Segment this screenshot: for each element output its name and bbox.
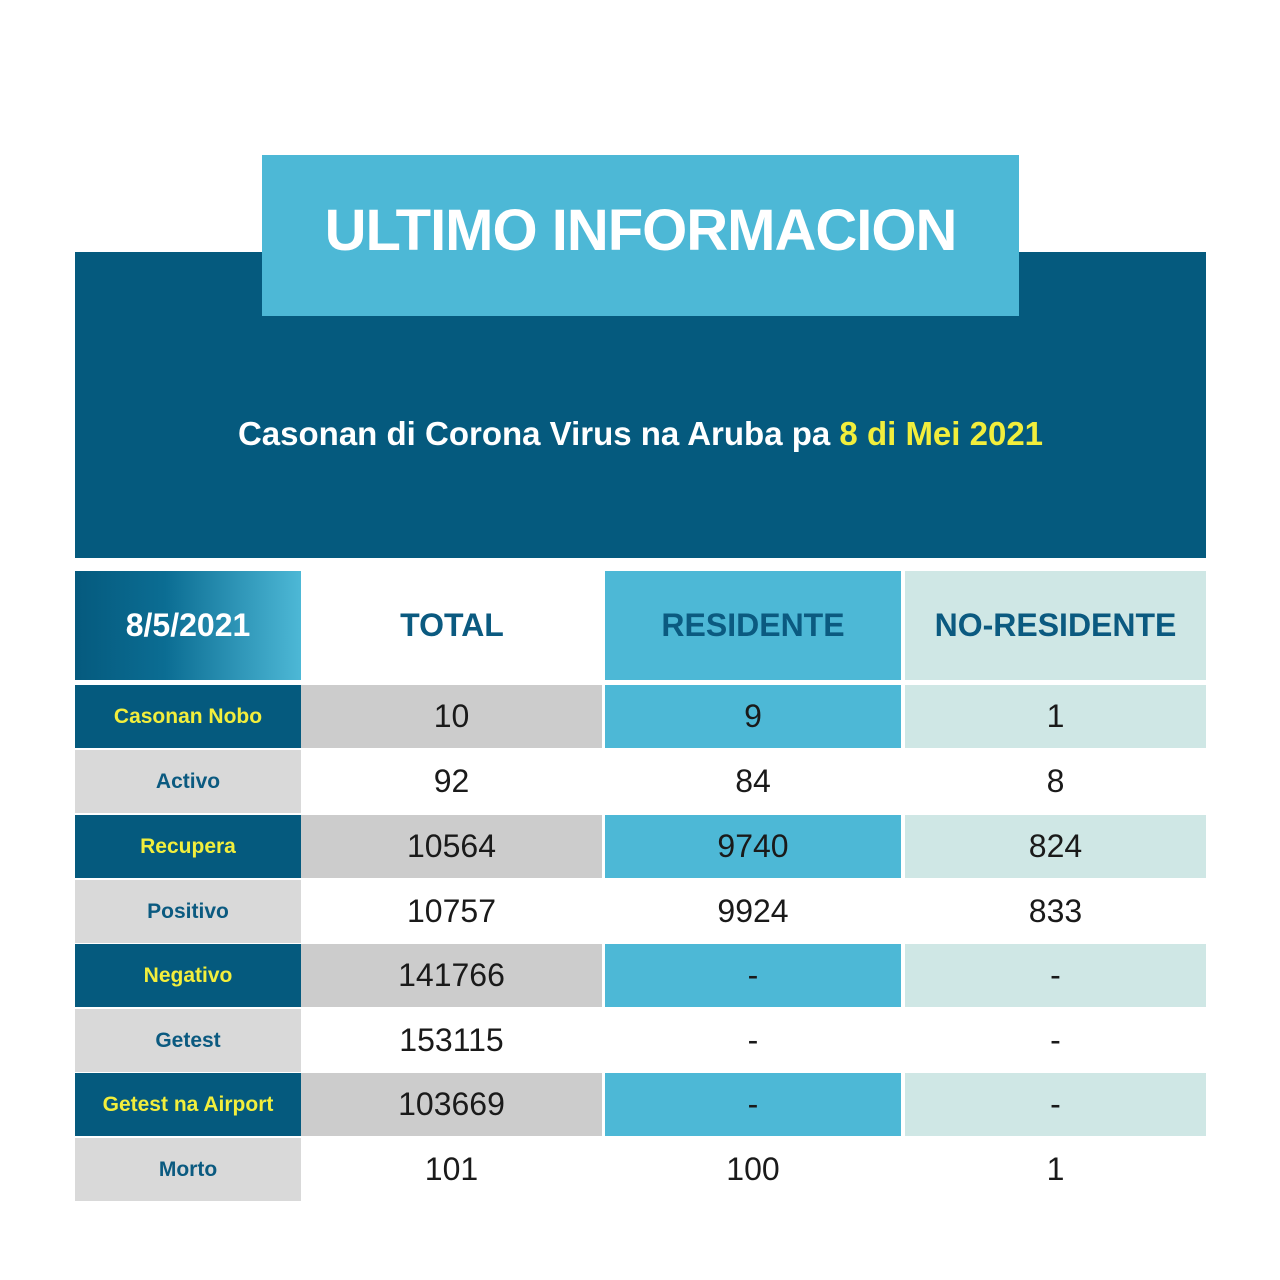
cell-no-residente: 824 — [905, 815, 1206, 878]
cell-residente: 100 — [726, 1151, 780, 1187]
cell-no-residente: 833 — [1028, 893, 1083, 929]
column-header-no-residente: NO-RESIDENTE — [905, 571, 1206, 680]
column-header-total: TOTAL — [301, 571, 603, 680]
column-header-residente: RESIDENTE — [605, 571, 901, 680]
title-box: ULTIMO INFORMACION — [262, 155, 1019, 316]
cell-total: 103669 — [301, 1073, 602, 1136]
subtitle-text: Casonan di Corona Virus na Aruba pa — [237, 415, 840, 452]
row-label: Morto — [75, 1138, 301, 1201]
row-label: Casonan Nobo — [75, 685, 301, 748]
cell-total: 153115 — [399, 1022, 504, 1058]
cell-no-residente: - — [1050, 1022, 1061, 1058]
cell-residente: 9 — [605, 685, 901, 748]
cell-total: 10 — [301, 685, 602, 748]
cell-no-residente: - — [905, 1073, 1206, 1136]
row-label: Activo — [75, 750, 301, 813]
cell-no-residente: 1 — [1046, 1151, 1065, 1187]
cell-residente: 9924 — [717, 893, 789, 929]
page-title: ULTIMO INFORMACION — [324, 198, 958, 263]
subtitle-date: 8 di Mei 2021 — [839, 415, 1044, 452]
cell-total: 10757 — [407, 893, 496, 929]
cell-residente: - — [605, 1073, 901, 1136]
cell-residente: 9740 — [605, 815, 901, 878]
cell-no-residente: 8 — [1046, 763, 1065, 799]
cell-no-residente: - — [905, 944, 1206, 1007]
cell-no-residente: 1 — [905, 685, 1206, 748]
row-label: Getest — [75, 1009, 301, 1072]
cell-total: 10564 — [301, 815, 602, 878]
cell-residente: - — [747, 1022, 759, 1058]
cell-total: 101 — [424, 1151, 479, 1187]
subtitle: Casonan di Corona Virus na Aruba pa 8 di… — [75, 415, 1206, 453]
row-label: Recupera — [75, 815, 301, 878]
row-label: Getest na Airport — [75, 1073, 301, 1136]
cell-residente: 84 — [735, 763, 771, 799]
row-label: Negativo — [75, 944, 301, 1007]
cell-total: 141766 — [301, 944, 602, 1007]
column-header-date: 8/5/2021 — [75, 571, 301, 680]
cell-residente: - — [605, 944, 901, 1007]
cell-total: 92 — [433, 763, 470, 799]
row-label: Positivo — [75, 880, 301, 943]
